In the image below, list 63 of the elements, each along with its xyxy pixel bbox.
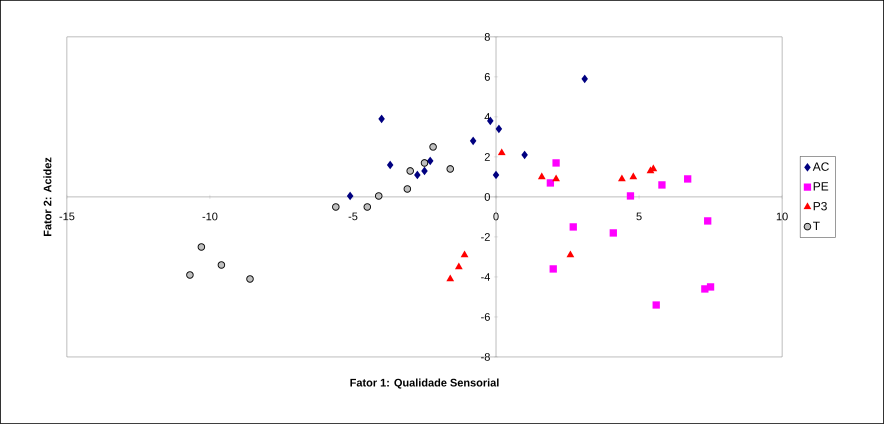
x-tick-label: 5 — [636, 212, 642, 220]
point — [570, 223, 577, 231]
point — [552, 174, 560, 182]
point — [387, 160, 394, 170]
point — [404, 185, 412, 193]
y-tick-label: 2 — [484, 153, 490, 161]
point — [414, 170, 420, 180]
legend-label: T — [813, 222, 820, 230]
point — [610, 229, 617, 237]
point — [582, 74, 588, 84]
point — [427, 156, 434, 166]
point — [521, 150, 528, 160]
x-tick-label: 0 — [493, 212, 499, 220]
point — [421, 166, 428, 176]
y-tick-label: -4 — [481, 273, 490, 281]
point — [420, 159, 428, 167]
point — [626, 192, 634, 200]
point — [566, 250, 574, 258]
y-tick-label: 8 — [484, 33, 490, 41]
x-tick-label: -15 — [59, 212, 74, 220]
point — [460, 250, 468, 258]
point — [652, 301, 660, 309]
legend-label: P3 — [814, 202, 827, 210]
point — [704, 217, 712, 225]
x-tick-label: -10 — [202, 212, 218, 220]
point — [538, 172, 546, 180]
x-tick-label: 10 — [776, 212, 788, 220]
point — [346, 192, 354, 200]
point — [364, 203, 372, 211]
point — [429, 143, 437, 151]
point — [218, 261, 226, 269]
point — [446, 274, 454, 282]
point — [446, 165, 454, 173]
point — [246, 275, 254, 283]
point — [684, 175, 692, 183]
y-tick-label: -8 — [481, 353, 490, 361]
y-tick-label: -2 — [481, 233, 490, 241]
y-axis-title: Fator 2: Acidez — [43, 158, 52, 236]
point — [552, 159, 560, 167]
y-tick-label: 0 — [484, 193, 490, 201]
point — [706, 283, 714, 291]
point — [378, 114, 385, 124]
point — [496, 124, 502, 134]
x-tick-label: -5 — [348, 212, 358, 220]
point — [186, 271, 194, 279]
point — [546, 179, 554, 187]
point — [332, 203, 340, 211]
y-tick-label: -6 — [481, 313, 490, 321]
point — [374, 192, 382, 200]
legend-label: PE — [814, 182, 828, 191]
point — [455, 262, 462, 270]
legend-label: AC — [812, 162, 829, 171]
point — [630, 172, 637, 180]
point — [406, 167, 414, 175]
point — [618, 174, 626, 182]
point — [198, 243, 206, 251]
point — [498, 148, 506, 156]
y-tick-label: 6 — [484, 73, 490, 81]
x-axis-title: Fator 1: Qualidade Sensorial — [350, 378, 499, 389]
point — [492, 170, 500, 180]
point — [550, 265, 557, 273]
point — [658, 181, 666, 189]
point — [470, 136, 476, 146]
